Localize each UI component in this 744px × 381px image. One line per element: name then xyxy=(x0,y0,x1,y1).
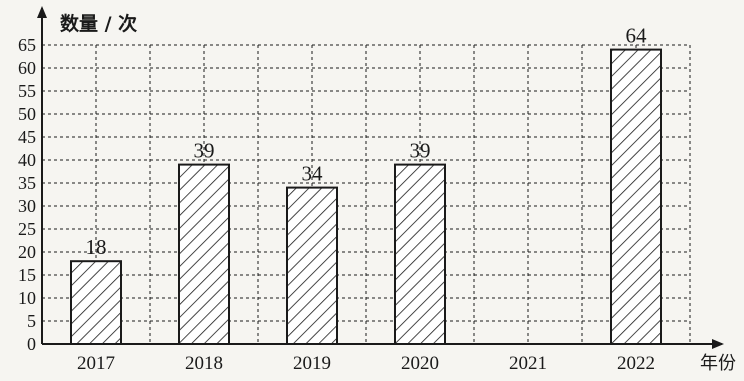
y-tick-label: 30 xyxy=(18,196,36,216)
data-label: 18 xyxy=(86,235,107,259)
y-tick-label: 65 xyxy=(18,35,36,55)
y-tick-label: 35 xyxy=(18,173,36,193)
y-tick-label: 20 xyxy=(18,242,36,262)
axes xyxy=(37,6,724,349)
bar-2018 xyxy=(178,163,230,345)
bar-2017 xyxy=(70,260,122,346)
y-tick-label: 15 xyxy=(18,265,36,285)
x-tick-label: 2022 xyxy=(617,353,655,374)
y-tick-label: 50 xyxy=(18,104,36,124)
y-tick-label: 0 xyxy=(27,334,36,354)
bars xyxy=(70,48,662,346)
y-axis-title: 数量 / 次 xyxy=(60,12,137,35)
y-tick-label: 60 xyxy=(18,58,36,78)
y-tick-label: 40 xyxy=(18,150,36,170)
data-label: 39 xyxy=(410,139,431,163)
y-tick-label: 5 xyxy=(27,311,36,331)
data-label: 64 xyxy=(626,24,648,48)
y-tick-label: 10 xyxy=(18,288,36,308)
data-label: 34 xyxy=(302,162,324,186)
bar-2019 xyxy=(286,186,338,345)
y-tick-label: 55 xyxy=(18,81,36,101)
y-tick-label: 45 xyxy=(18,127,36,147)
data-labels: 18 39 34 39 64 xyxy=(86,24,648,260)
x-axis-title: 年份 xyxy=(700,353,736,374)
x-tick-label: 2017 xyxy=(77,353,115,374)
y-tick-labels: 0 5 10 15 20 25 30 35 40 45 50 55 60 65 xyxy=(18,35,36,354)
grid xyxy=(42,44,691,344)
x-tick-label: 2019 xyxy=(293,353,331,374)
x-tick-label: 2018 xyxy=(185,353,223,374)
data-label: 39 xyxy=(194,139,215,163)
y-tick-label: 25 xyxy=(18,219,36,239)
bar-2022 xyxy=(610,48,662,345)
x-tick-labels: 2017 2018 2019 2020 2021 2022 xyxy=(77,353,655,374)
x-tick-label: 2021 xyxy=(509,353,547,374)
bar-2020 xyxy=(394,163,446,345)
x-tick-label: 2020 xyxy=(401,353,439,374)
